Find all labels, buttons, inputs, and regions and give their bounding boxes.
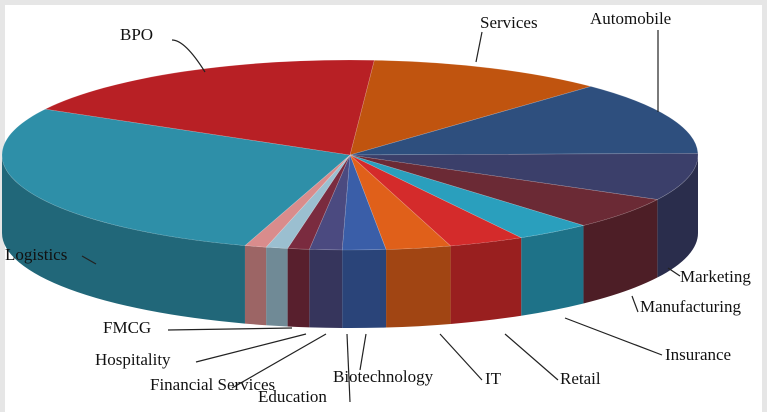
leader-line [504, 333, 559, 381]
leader-line [631, 295, 639, 313]
slice [44, 59, 375, 156]
leader-line [167, 327, 293, 331]
slice-side [287, 248, 310, 328]
slice-side [2, 155, 245, 324]
slice-label: Insurance [665, 345, 731, 364]
slice-label: Manufacturing [640, 297, 742, 316]
leader-line [231, 333, 327, 389]
slice [349, 86, 699, 156]
slice-label: Automobile [590, 9, 671, 28]
slice-label: IT [485, 369, 502, 388]
leader-line [439, 333, 483, 381]
slice-side [342, 249, 387, 328]
leader-line [171, 39, 206, 73]
slice-side [583, 199, 658, 304]
slice [244, 154, 351, 248]
slice-label: Hospitality [95, 350, 171, 369]
slice [287, 154, 351, 250]
slice [349, 153, 699, 200]
slice-side [450, 237, 522, 324]
slice-side [386, 245, 451, 328]
leader-line [564, 317, 663, 356]
slice-side [244, 245, 267, 326]
slice [341, 154, 387, 251]
slice-label: Services [480, 13, 538, 32]
leader-line [667, 267, 681, 277]
slice-label: Logistics [5, 245, 67, 264]
slice [349, 154, 585, 239]
slice-side [521, 225, 584, 316]
slice-side [309, 249, 343, 328]
slice [349, 59, 592, 156]
slice-side [266, 247, 288, 327]
slice [349, 154, 452, 250]
slice-label: Education [258, 387, 327, 406]
slice-side [657, 155, 698, 278]
slice-label: Biotechnology [333, 367, 434, 386]
slice-label: FMCG [103, 318, 151, 337]
slice-label: Financial Services [150, 375, 275, 394]
slice [308, 154, 351, 251]
slice [349, 154, 523, 247]
slice [265, 154, 351, 249]
leader-line [346, 333, 351, 403]
leader-line [81, 255, 97, 265]
slice-label: Retail [560, 369, 601, 388]
slice [1, 108, 351, 246]
slice-label: Marketing [680, 267, 751, 286]
slice [349, 154, 659, 226]
slice-label: BPO [120, 25, 153, 44]
leader-line [195, 333, 307, 363]
leader-line [359, 333, 367, 371]
leader-line [475, 31, 483, 63]
